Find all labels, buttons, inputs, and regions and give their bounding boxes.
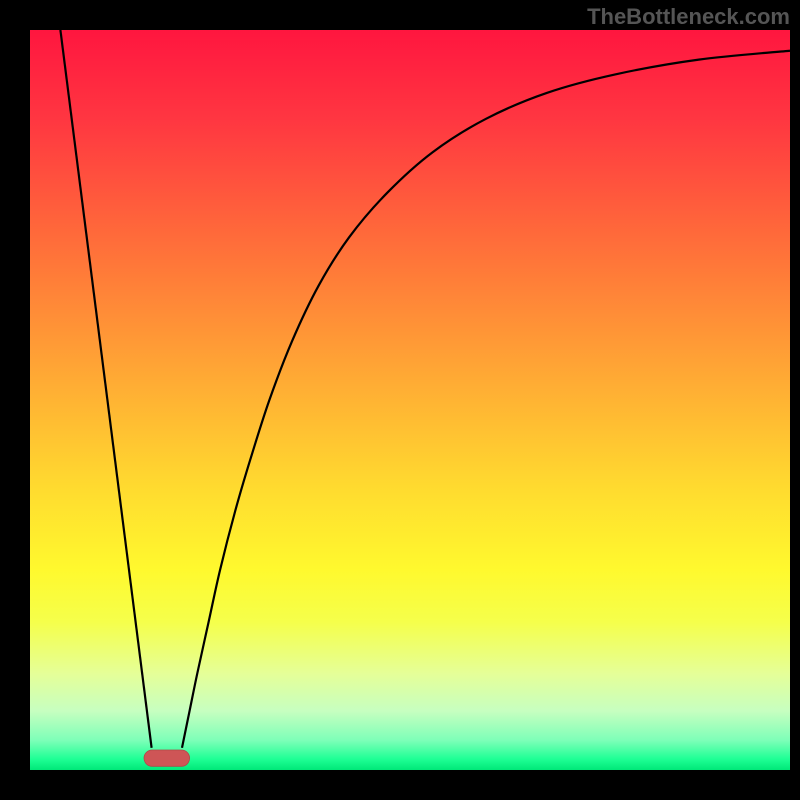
bottleneck-marker [144, 750, 190, 766]
bottleneck-chart [0, 0, 800, 800]
gradient-background [30, 30, 790, 770]
chart-container: TheBottleneck.com [0, 0, 800, 800]
watermark-text: TheBottleneck.com [587, 4, 790, 30]
